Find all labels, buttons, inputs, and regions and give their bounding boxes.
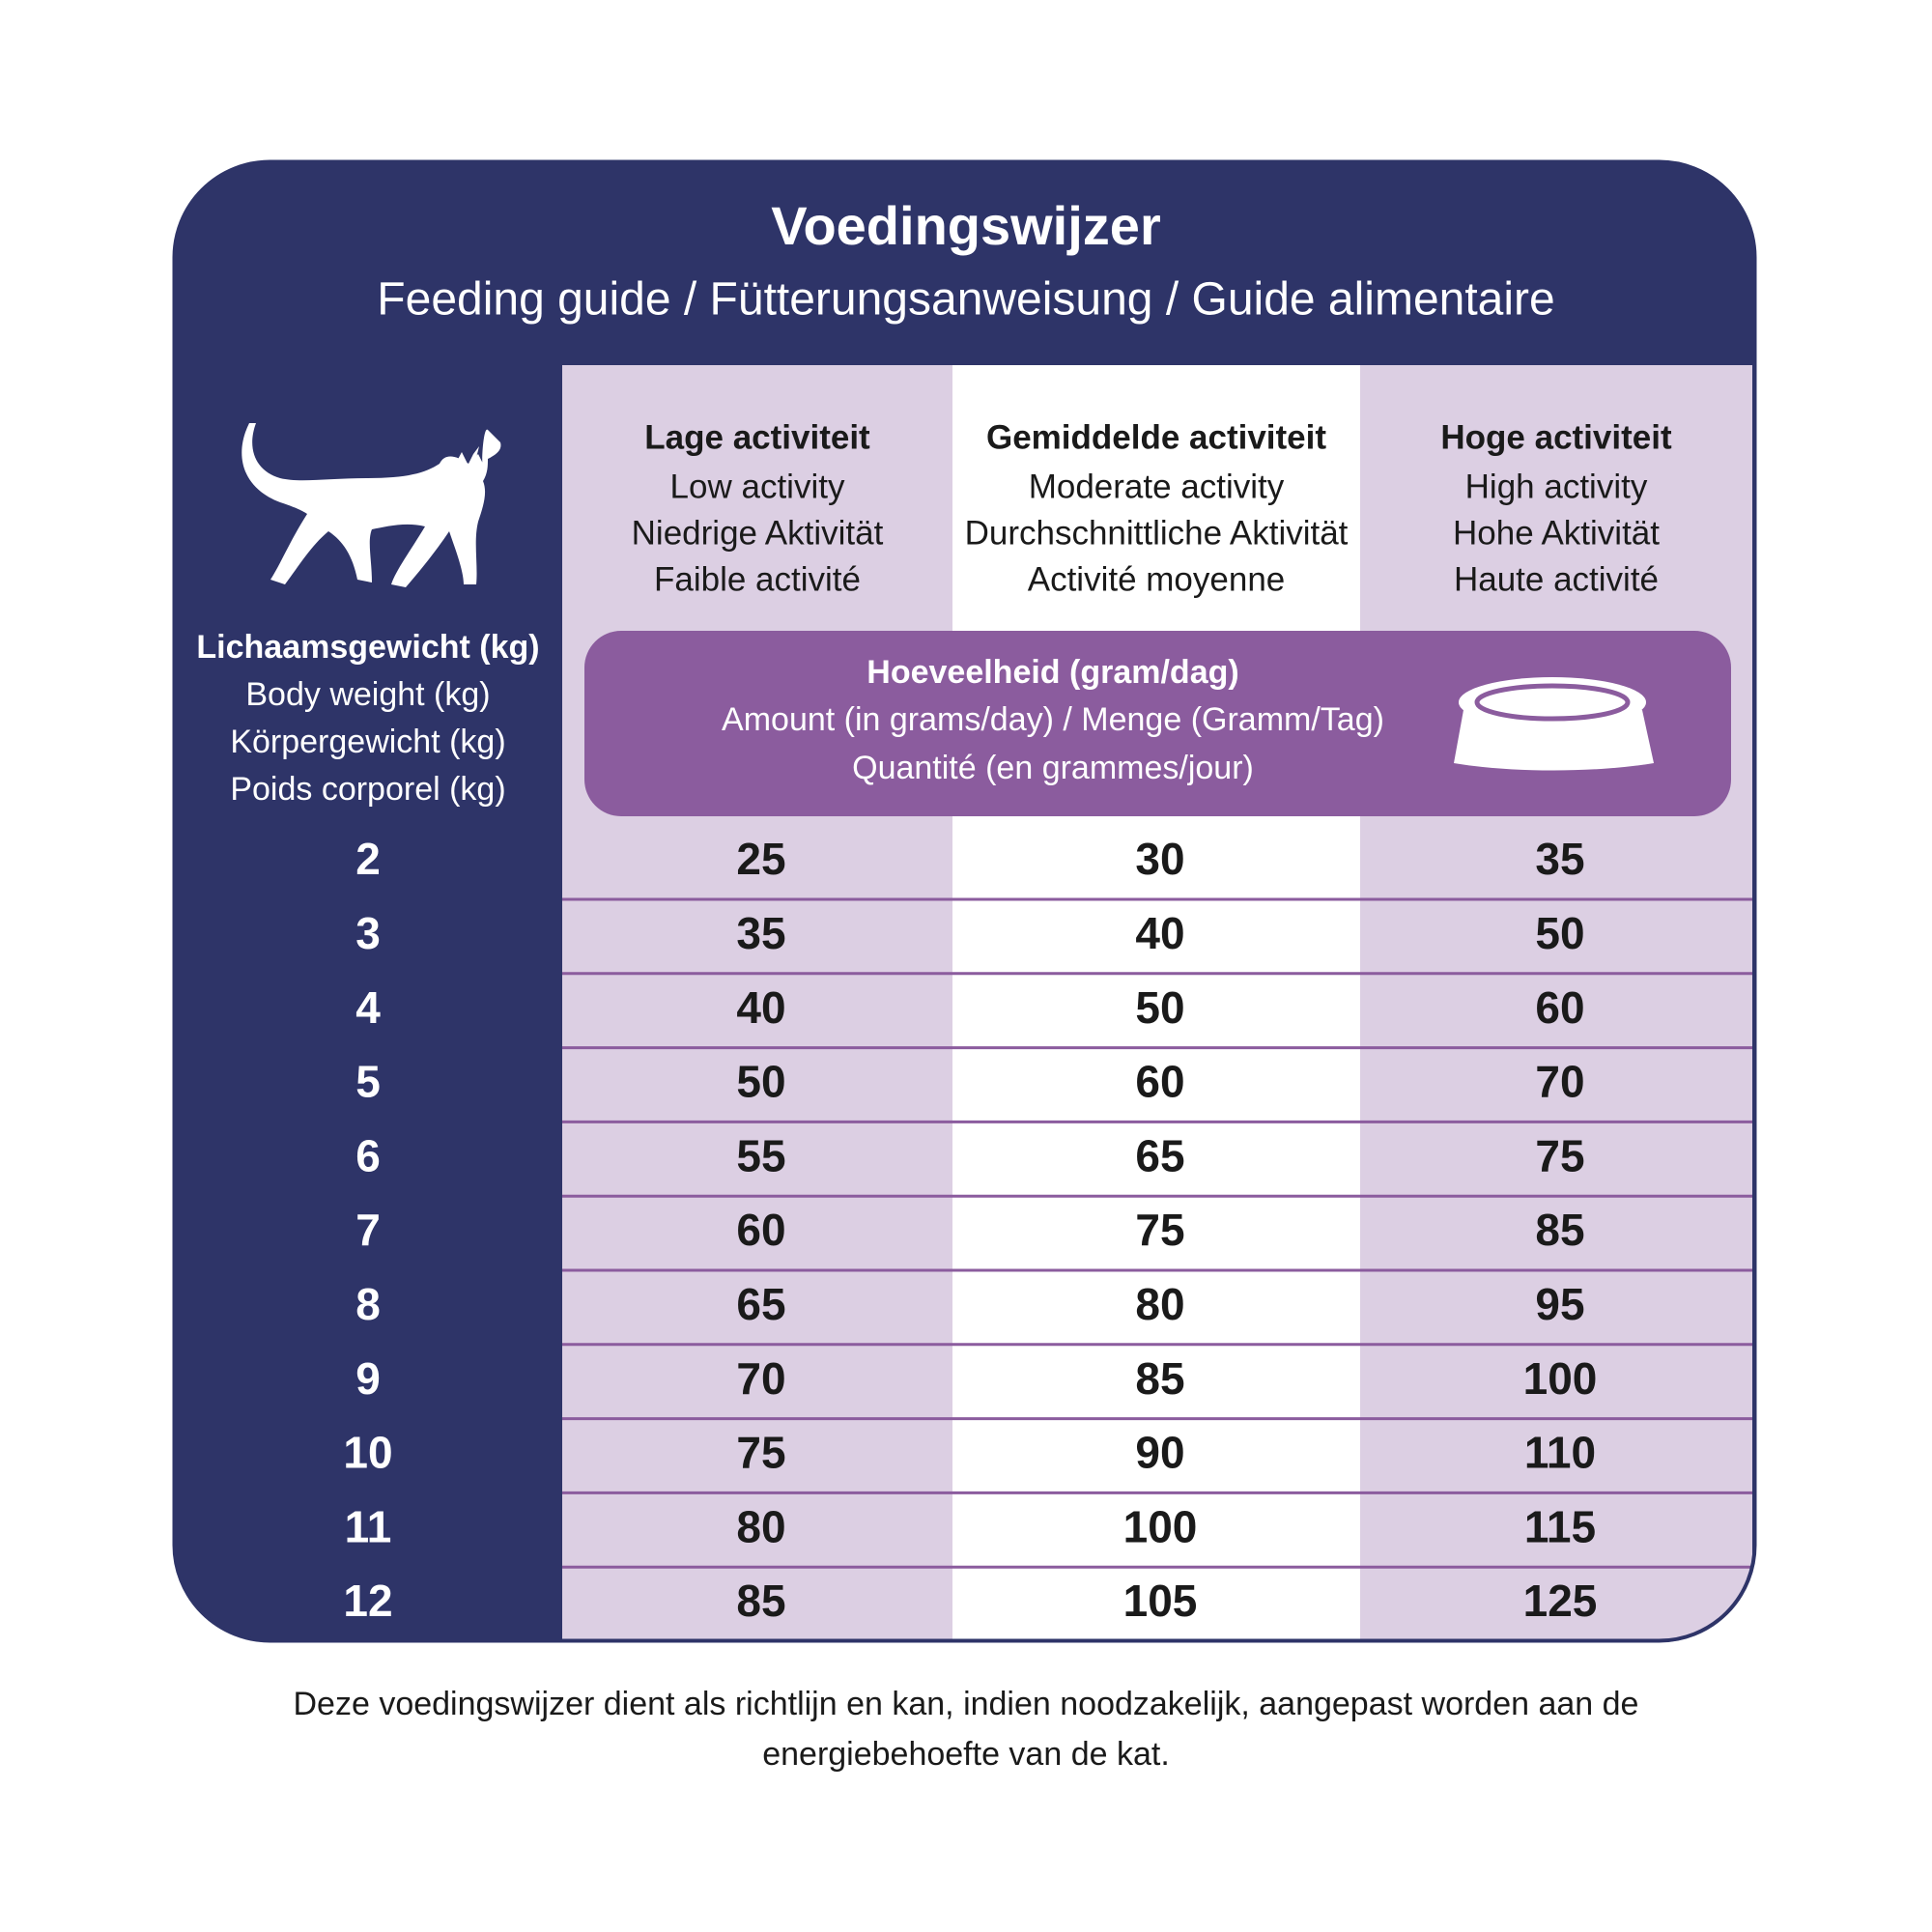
subtitle: Feeding guide / Fütterungsanweisung / Gu… bbox=[377, 274, 1554, 326]
amount-value: 100 bbox=[1523, 1353, 1598, 1404]
amount-value: 40 bbox=[1135, 908, 1184, 958]
amount-value: 110 bbox=[1524, 1428, 1596, 1478]
amount-value: 55 bbox=[736, 1130, 785, 1180]
bowl-icon bbox=[1454, 677, 1654, 771]
card bbox=[173, 160, 1756, 1642]
column-bg bbox=[1360, 365, 1752, 1642]
column-line: Durchschnittliche Aktivität bbox=[965, 514, 1349, 552]
column-bg bbox=[562, 365, 952, 1642]
amount-line: Amount (in grams/day) / Menge (Gramm/Tag… bbox=[722, 701, 1384, 738]
amount-value: 35 bbox=[736, 908, 785, 958]
amount-value: 75 bbox=[1535, 1130, 1584, 1180]
amount-value: 25 bbox=[736, 834, 785, 884]
amount-value: 80 bbox=[736, 1501, 785, 1551]
cat-ear bbox=[454, 446, 479, 467]
amount-value: 65 bbox=[736, 1279, 785, 1329]
column-line: Hohe Aktivität bbox=[1453, 514, 1660, 552]
weight-value: 11 bbox=[345, 1501, 392, 1551]
column-title: Lage activiteit bbox=[644, 418, 870, 456]
weight-value: 7 bbox=[355, 1205, 381, 1255]
weight-header: Body weight (kg) bbox=[245, 676, 490, 713]
amount-value: 65 bbox=[1135, 1130, 1184, 1180]
card-border bbox=[172, 159, 1757, 1643]
amount-value: 105 bbox=[1123, 1576, 1198, 1626]
column-line: Haute activité bbox=[1454, 560, 1659, 598]
amount-value: 100 bbox=[1123, 1501, 1198, 1551]
amount-value: 115 bbox=[1524, 1501, 1596, 1551]
weight-value: 3 bbox=[355, 908, 381, 958]
weight-value: 8 bbox=[355, 1279, 381, 1329]
column-line: Activité moyenne bbox=[1028, 560, 1286, 598]
amount-value: 85 bbox=[1135, 1353, 1184, 1404]
weight-value: 6 bbox=[355, 1130, 381, 1180]
weight-value: 2 bbox=[355, 834, 381, 884]
amount-value: 125 bbox=[1523, 1576, 1598, 1626]
amount-line: Quantité (en grammes/jour) bbox=[852, 750, 1254, 786]
amount-box bbox=[584, 631, 1731, 816]
column-line: Low activity bbox=[670, 468, 845, 505]
amount-value: 35 bbox=[1535, 834, 1584, 884]
weight-header: Lichaamsgewicht (kg) bbox=[196, 629, 539, 666]
column-bg bbox=[952, 365, 1360, 1642]
title: Voedingswijzer bbox=[771, 195, 1160, 256]
weight-value: 4 bbox=[355, 982, 381, 1033]
weight-value: 12 bbox=[343, 1576, 392, 1626]
amount-value: 60 bbox=[736, 1205, 785, 1255]
amount-value: 75 bbox=[1135, 1205, 1184, 1255]
column-title: Gemiddelde activiteit bbox=[986, 418, 1326, 456]
cat-icon bbox=[242, 423, 501, 587]
amount-value: 80 bbox=[1135, 1279, 1184, 1329]
amount-value: 90 bbox=[1135, 1428, 1184, 1478]
amount-value: 30 bbox=[1135, 834, 1184, 884]
column-title: Hoge activiteit bbox=[1440, 418, 1672, 456]
amount-value: 70 bbox=[736, 1353, 785, 1404]
amount-value: 85 bbox=[1535, 1205, 1584, 1255]
column-line: Faible activité bbox=[654, 560, 861, 598]
amount-value: 60 bbox=[1135, 1057, 1184, 1107]
amount-value: 60 bbox=[1535, 982, 1584, 1033]
column-line: High activity bbox=[1465, 468, 1648, 505]
weight-value: 9 bbox=[355, 1353, 381, 1404]
amount-value: 70 bbox=[1535, 1057, 1584, 1107]
weight-header: Poids corporel (kg) bbox=[230, 771, 505, 808]
footer-note: Deze voedingswijzer dient als richtlijn … bbox=[293, 1686, 1639, 1773]
column-line: Niedrige Aktivität bbox=[632, 514, 884, 552]
amount-value: 50 bbox=[736, 1057, 785, 1107]
weight-value: 5 bbox=[355, 1057, 381, 1107]
amount-value: 85 bbox=[736, 1576, 785, 1626]
amount-value: 95 bbox=[1535, 1279, 1584, 1329]
amount-value: 50 bbox=[1535, 908, 1584, 958]
weight-header: Körpergewicht (kg) bbox=[230, 724, 505, 760]
weight-value: 10 bbox=[343, 1428, 392, 1478]
amount-value: 50 bbox=[1135, 982, 1184, 1033]
amount-value: 75 bbox=[736, 1428, 785, 1478]
amount-value: 40 bbox=[736, 982, 785, 1033]
column-line: Moderate activity bbox=[1029, 468, 1285, 505]
amount-title: Hoeveelheid (gram/dag) bbox=[867, 654, 1238, 691]
